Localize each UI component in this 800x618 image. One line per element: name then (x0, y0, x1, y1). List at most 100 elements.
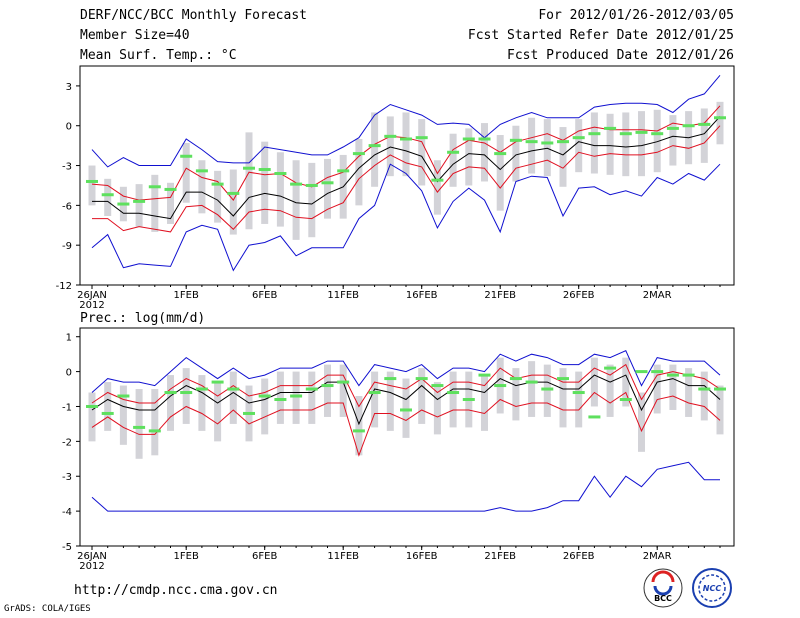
prec-marker (682, 373, 695, 377)
temp-marker (211, 182, 224, 186)
temp-xtick-label: 1FEB (174, 290, 199, 301)
temp-marker (557, 140, 569, 144)
prec-marker (525, 380, 538, 384)
prec-marker (415, 377, 428, 381)
temp-spread-box (543, 119, 551, 177)
temp-spread-box (229, 169, 237, 235)
temp-spread-box (402, 112, 410, 177)
forecast-produced-date: Fcst Produced Date 2012/01/26 (507, 48, 734, 63)
prec-marker (698, 387, 711, 391)
temp-spread-box (528, 117, 536, 174)
prec-xtick-label: 2MAR (643, 551, 672, 562)
temp-spread-box (151, 174, 159, 232)
temp-marker (305, 183, 318, 187)
temp-marker (180, 154, 193, 158)
prec-spread-box (685, 368, 693, 417)
prec-marker (588, 415, 601, 419)
temp-xtick-label: 11FEB (327, 290, 359, 301)
prec-max-line (91, 350, 721, 393)
prec-marker (352, 429, 365, 433)
temp-spread-box (355, 139, 363, 206)
temp-ytick-label: 3 (66, 82, 72, 93)
temp-spread-box (465, 128, 473, 186)
temp-spread-box (559, 127, 567, 187)
variable-label-temp: Mean Surf. Temp.: °C (80, 48, 237, 63)
temp-spread-box (653, 109, 661, 173)
temp-spread-box (716, 101, 724, 145)
prec-xtick-label: 6FEB (252, 551, 277, 562)
prec-marker (478, 373, 491, 377)
temp-ytick-label: 0 (66, 122, 72, 133)
temp-spread-box (182, 142, 190, 203)
temp-marker (541, 141, 554, 145)
source-url[interactable]: http://cmdp.ncc.cma.gov.cn (74, 583, 278, 598)
prec-spread-box (339, 364, 347, 417)
temp-marker (494, 152, 507, 156)
temp-spread-box (276, 152, 284, 227)
prec-spread-box (402, 378, 410, 438)
temp-marker (666, 126, 679, 130)
prec-spread-box (528, 361, 536, 417)
prec-spread-box (449, 371, 457, 428)
prec-spread-box (308, 371, 316, 424)
prec-spread-box (590, 357, 598, 407)
prec-marker (211, 380, 224, 384)
bcc-logo: BCC (643, 568, 683, 608)
prec-xtick-label: 21FEB (484, 551, 516, 562)
prec-spread-box (214, 382, 222, 442)
prec-spread-box (292, 371, 300, 424)
temp-marker (337, 169, 350, 173)
prec-spread-box (386, 371, 394, 431)
prec-marker (305, 387, 318, 391)
prec-ytick-label: 0 (66, 368, 72, 379)
bcc-logo-text: BCC (654, 594, 672, 603)
temp-mean-line (92, 116, 721, 220)
prec-spread-box (559, 368, 567, 428)
prec-min-line (91, 461, 720, 512)
prec-marker (384, 377, 397, 381)
prec-spread-box (324, 364, 331, 417)
prec-spread-box (151, 389, 159, 456)
temp-spread-box (638, 111, 645, 177)
temp-marker (133, 199, 146, 203)
prec-spread-box (355, 396, 363, 456)
temp-spread-box (167, 182, 174, 224)
prec-marker (195, 387, 208, 391)
prec-spread-box (543, 364, 551, 417)
temp-spread-box (575, 119, 583, 173)
prec-spread-box (119, 385, 127, 445)
variable-label-prec: Prec.: log(mm/d) (80, 311, 205, 326)
temp-ytick-label: -12 (56, 281, 72, 292)
prec-marker (86, 404, 98, 408)
prec-marker (400, 408, 412, 412)
temp-spread-box (292, 160, 300, 240)
prec-marker (180, 391, 193, 395)
prec-spread-box (606, 364, 614, 417)
temp-spread-box (590, 112, 598, 174)
prec-ytick-label: -4 (62, 507, 72, 518)
prec-marker (714, 387, 726, 391)
prec-ytick-label: -2 (62, 437, 72, 448)
temp-marker (651, 132, 664, 136)
temp-spread-box (481, 123, 488, 182)
temp-spread-box (308, 162, 316, 238)
temp-max-line (91, 74, 721, 168)
temp-marker (321, 181, 334, 185)
prec-marker (148, 429, 161, 433)
prec-spread-box (575, 371, 583, 428)
prec-marker (274, 398, 287, 402)
ncc-logo-text: NCC (703, 584, 722, 593)
temp-spread-box (214, 170, 222, 223)
temp-marker (195, 169, 208, 173)
temp-spread-box (261, 141, 269, 224)
temp-xtick-label: 2MAR (643, 290, 672, 301)
prec-lower-line (91, 391, 721, 457)
prec-spread-box (104, 382, 112, 431)
prec-spread-box (135, 389, 143, 459)
prec-marker (447, 391, 460, 395)
ncc-logo: NCC (692, 568, 732, 608)
temp-marker (525, 140, 538, 144)
